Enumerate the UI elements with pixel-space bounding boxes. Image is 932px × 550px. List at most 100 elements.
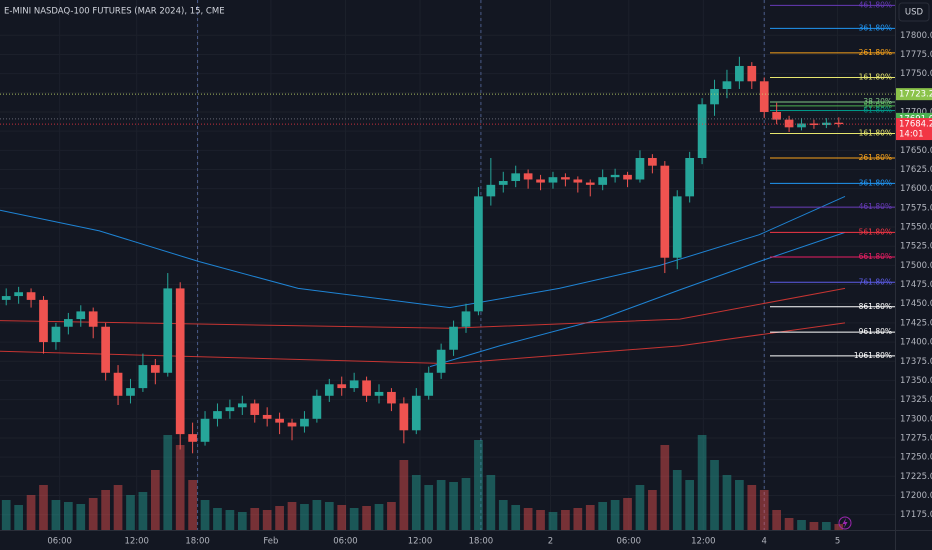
volume-bar: [275, 506, 284, 530]
candle-body: [113, 372, 123, 396]
fib-label: 961.80%: [859, 327, 892, 336]
candle-body: [213, 411, 222, 419]
candle-body: [88, 311, 98, 327]
candle-body: [561, 177, 570, 180]
volume-bar: [648, 490, 657, 530]
fib-label: 1061.80%: [854, 351, 892, 360]
candle-body: [759, 81, 769, 112]
candle-body: [188, 434, 197, 442]
candle-body: [200, 418, 210, 442]
y-tick-label: 17475.00: [900, 280, 932, 290]
y-tick-label: 17800.00: [900, 31, 932, 41]
fib-label: 261.80%: [859, 153, 892, 162]
candle-body: [747, 65, 757, 82]
volume-bar: [436, 480, 446, 530]
x-tick-label: 5: [835, 537, 840, 547]
candle-body: [834, 122, 844, 125]
candle-body: [722, 81, 732, 89]
y-tick-label: 17775.00: [900, 50, 932, 60]
candle-body: [685, 158, 695, 197]
volume-bar: [635, 485, 645, 530]
chart-title: E-MINI NASDAQ-100 FUTURES (MAR 2024), 15…: [4, 7, 225, 17]
volume-bar: [710, 460, 719, 530]
candle-body: [101, 326, 110, 373]
volume-bar: [175, 445, 185, 530]
candle-body: [126, 388, 135, 396]
candle-body: [623, 174, 632, 180]
volume-bar: [387, 502, 396, 530]
volume-bar: [76, 504, 86, 530]
fib-levels: 461.80% 361.80% 261.80% 161.80% 38.20%50.00%…: [770, 0, 895, 360]
volume-bar: [337, 505, 347, 530]
volume-bar: [660, 445, 670, 530]
volume-bar: [250, 508, 260, 530]
fib-label: 461.80%: [859, 0, 892, 9]
candle-body: [797, 123, 806, 128]
volume-bar: [26, 495, 36, 530]
alert-icon[interactable]: [838, 516, 852, 530]
volume-bar: [213, 508, 222, 530]
alert-bolt: [842, 518, 848, 528]
candle-body: [585, 182, 595, 185]
volume-bar: [610, 500, 620, 530]
moving-average: [0, 322, 846, 365]
volume-bar: [349, 508, 359, 530]
candle-body: [735, 65, 744, 82]
volume-bar: [498, 500, 508, 530]
candle-body: [536, 179, 545, 183]
x-tick-label: 4: [762, 537, 767, 547]
candle-body: [225, 407, 235, 412]
candle-body: [150, 365, 160, 373]
fib-label: 361.80%: [859, 23, 892, 32]
candle-body: [424, 372, 434, 396]
volume-bar: [424, 485, 434, 530]
x-tick-label: 12:00: [691, 537, 716, 547]
candle-body: [697, 104, 707, 159]
volume-bar: [39, 485, 48, 530]
candle-body: [573, 179, 583, 183]
y-tick-label: 17250.00: [900, 453, 932, 463]
volume-bar: [784, 518, 794, 530]
volume-bar: [573, 508, 583, 530]
candle-body: [175, 288, 185, 435]
candle-body: [262, 414, 272, 419]
y-tick-label: 17750.00: [900, 69, 932, 79]
volume-bar: [126, 495, 135, 530]
volume-bar: [411, 475, 421, 530]
fib-label: 38.20%: [863, 97, 892, 106]
candle-body: [523, 173, 533, 180]
currency[interactable]: USD: [905, 8, 924, 18]
fib-label: 261.80%: [859, 48, 892, 57]
candle-body: [672, 196, 682, 258]
candle-body: [548, 177, 558, 183]
candle-body: [237, 403, 247, 408]
candle-body: [710, 88, 719, 105]
currency-button[interactable]: [898, 2, 930, 22]
volume-bar: [548, 512, 558, 530]
candle-body: [610, 174, 620, 178]
candle-body: [474, 196, 483, 312]
candle-body: [26, 292, 36, 300]
volume-bar: [797, 520, 806, 530]
fib-label: 161.80%: [859, 72, 892, 81]
x-tick-label: 06:00: [47, 537, 72, 547]
candle-body: [660, 165, 670, 258]
volume-bar: [150, 470, 160, 530]
candles: [1, 56, 844, 454]
candle-body: [312, 395, 322, 419]
x-tick-label: 06:00: [617, 537, 642, 547]
volume-bar: [14, 505, 23, 530]
fib-label: 361.80%: [859, 178, 892, 187]
y-tick-label: 17275.00: [900, 433, 932, 443]
y-tick-label: 17625.00: [900, 165, 932, 175]
price-countdown: 14:01: [899, 130, 924, 140]
volume-bar: [374, 504, 384, 530]
fib-label: 61.80%: [863, 105, 892, 114]
candle-body: [411, 395, 421, 431]
volume-bar: [672, 470, 682, 530]
x-tick-label: 12:00: [124, 537, 149, 547]
volume-bar: [697, 435, 707, 530]
volume-bar: [585, 505, 595, 530]
